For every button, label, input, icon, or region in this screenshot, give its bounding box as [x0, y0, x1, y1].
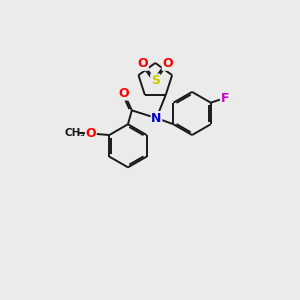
Text: O: O [138, 57, 148, 70]
Text: CH₃: CH₃ [65, 128, 86, 139]
Text: O: O [119, 87, 129, 100]
Text: S: S [151, 74, 160, 87]
Text: O: O [162, 57, 173, 70]
Text: F: F [221, 92, 230, 105]
Text: O: O [85, 127, 96, 140]
Text: N: N [151, 112, 162, 124]
